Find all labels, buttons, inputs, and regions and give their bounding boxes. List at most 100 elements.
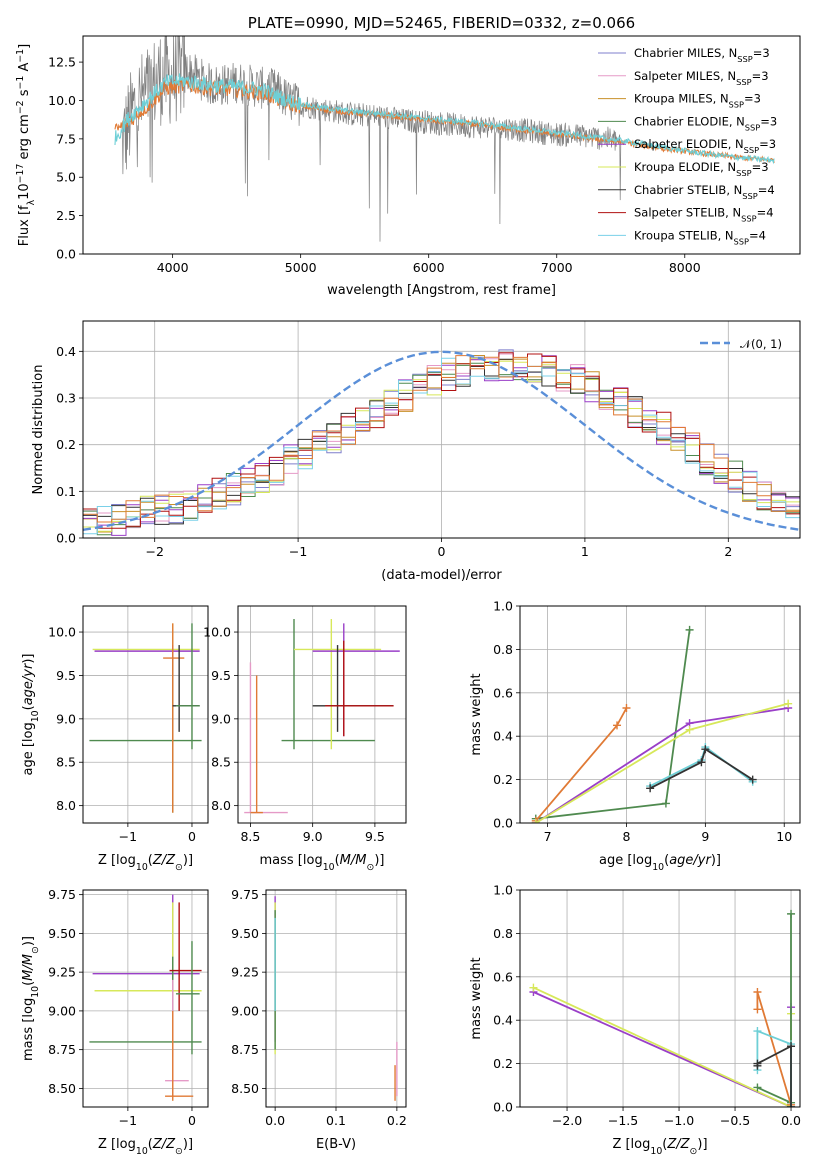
x-tick-label: −1 xyxy=(119,1113,137,1128)
y-tick-label: 9.75 xyxy=(231,887,259,902)
y-tick-label: 8.50 xyxy=(231,1081,259,1096)
data-point-marker xyxy=(529,983,538,992)
x-tick-label: 9 xyxy=(701,829,709,844)
y-tick-label: 0.8 xyxy=(493,926,513,941)
axes-frame xyxy=(82,320,801,539)
series-line xyxy=(756,1044,792,1107)
y-tick-label: 9.0 xyxy=(56,711,76,726)
y-tick-label: 0.6 xyxy=(493,969,513,984)
data-point-marker xyxy=(784,699,793,708)
x-tick-label: 8.5 xyxy=(240,829,260,844)
x-tick-label: 4000 xyxy=(157,260,189,275)
normal-pdf-curve xyxy=(83,350,800,531)
plot-area xyxy=(83,349,800,536)
legend: 𝒩(0, 1) xyxy=(700,337,782,351)
y-tick-label: 12.5 xyxy=(48,55,76,70)
x-tick-label: −1.5 xyxy=(608,1113,638,1128)
x-tick-label: 9.0 xyxy=(303,829,323,844)
x-axis-label: Z [log10(Z/Z⊙)] xyxy=(612,1137,707,1157)
y-tick-label: 9.50 xyxy=(48,926,76,941)
y-tick-label: 10.0 xyxy=(48,93,76,108)
data-point-marker xyxy=(685,625,694,634)
data-point-marker xyxy=(787,1103,796,1107)
y-tick-label: 9.5 xyxy=(211,668,231,683)
y-tick-label: 9.5 xyxy=(56,668,76,683)
axes-frame xyxy=(237,605,407,824)
y-tick-label: 0.0 xyxy=(56,247,76,262)
x-tick-label: 7 xyxy=(544,829,552,844)
legend-entry: Chabrier STELIB, NSSP=4 xyxy=(634,183,775,201)
data-point-marker xyxy=(701,745,710,754)
y-tick-label: 1.0 xyxy=(493,599,513,614)
y-axis-label: mass weight xyxy=(469,957,484,1039)
y-tick-label: 8.5 xyxy=(211,755,231,770)
data-point-marker xyxy=(753,1059,762,1068)
x-tick-label: 6000 xyxy=(413,260,445,275)
panel-mass_weight_vs_age: 7 8 9 10 0.0 0.2 0.4 0.6 0.8 1.0 xyxy=(493,599,801,844)
panel-age_vs_mass: 8.5 9.0 9.5 8.0 8.5 9.0 9.5 10.0 xyxy=(203,605,407,844)
series-line xyxy=(535,629,691,820)
series-line xyxy=(535,707,789,823)
y-tick-label: 10.0 xyxy=(203,625,231,640)
data-point-marker xyxy=(753,1083,762,1092)
legend-entry: Salpeter STELIB, NSSP=4 xyxy=(634,206,774,224)
legend-entry: 𝒩(0, 1) xyxy=(740,337,782,351)
x-axis-label: mass [log10(M/M⊙)] xyxy=(260,853,385,873)
axes-frame xyxy=(82,35,801,255)
y-tick-label: 9.00 xyxy=(231,1003,259,1018)
x-tick-label: 5000 xyxy=(285,260,317,275)
x-axis-label: Z [log10(Z/Z⊙)] xyxy=(98,853,193,873)
x-tick-label: 0.1 xyxy=(326,1113,346,1128)
x-tick-label: 7000 xyxy=(541,260,573,275)
histogram-step xyxy=(83,357,800,535)
x-tick-label: −2 xyxy=(145,544,163,559)
axes-frame xyxy=(82,889,209,1108)
y-tick-label: 0.2 xyxy=(56,437,76,452)
series-line xyxy=(535,707,628,822)
y-tick-label: 8.75 xyxy=(231,1042,259,1057)
series-line xyxy=(535,702,789,823)
series-line xyxy=(649,747,754,790)
y-tick-label: 1.0 xyxy=(493,883,513,898)
plot-area xyxy=(531,625,793,823)
y-tick-label: 9.00 xyxy=(48,1003,76,1018)
y-tick-label: 9.25 xyxy=(231,965,259,980)
legend-entry: Kroupa STELIB, NSSP=4 xyxy=(634,228,766,246)
legend-entry: Kroupa ELODIE, NSSP=3 xyxy=(634,160,769,178)
legend-entry: Salpeter ELODIE, NSSP=3 xyxy=(634,137,776,155)
data-point-marker xyxy=(787,909,796,918)
y-tick-label: 0.4 xyxy=(493,1013,513,1028)
data-point-marker xyxy=(531,819,540,823)
y-axis-label: mass weight xyxy=(469,673,484,755)
y-tick-label: 7.5 xyxy=(56,131,76,146)
legend-entry: Chabrier MILES, NSSP=3 xyxy=(634,46,770,64)
y-tick-label: 0.4 xyxy=(493,729,513,744)
histogram-step xyxy=(83,355,800,523)
y-tick-label: 8.75 xyxy=(48,1042,76,1057)
plot-area xyxy=(244,619,400,814)
data-point-marker xyxy=(787,1042,796,1051)
y-tick-label: 8.0 xyxy=(211,798,231,813)
x-tick-label: 1 xyxy=(581,544,589,559)
y-tick-label: 0.0 xyxy=(493,1100,513,1115)
y-axis-label: age [log10(age/yr)] xyxy=(21,653,41,775)
y-tick-label: 0.2 xyxy=(493,1056,513,1071)
plot-area xyxy=(89,623,202,813)
y-axis-label: Normed distribution xyxy=(31,365,46,495)
x-tick-label: −1 xyxy=(119,829,137,844)
x-tick-label: 8 xyxy=(623,829,631,844)
data-point-marker xyxy=(697,758,706,767)
y-tick-label: 0.0 xyxy=(56,531,76,546)
x-tick-label: 0 xyxy=(438,544,446,559)
plot-area xyxy=(529,909,796,1107)
panel-residuals: −2 −1 0 1 2 0.0 0.1 0.2 0.3 0.4 xyxy=(56,320,801,559)
x-tick-label: −1 xyxy=(289,544,307,559)
y-tick-label: 0.4 xyxy=(56,344,76,359)
y-tick-label: 2.5 xyxy=(56,208,76,223)
data-point-marker xyxy=(753,1027,762,1036)
panel-spectrum: 4000 5000 6000 7000 8000 0.0 2.5 5.0 7.5 10.0 12.5 xyxy=(48,35,801,275)
x-tick-label: 0.0 xyxy=(265,1113,285,1128)
panel-mass_vs_Z: −1 0 8.50 8.75 9.00 9.25 9.50 9.75 xyxy=(48,887,209,1128)
y-tick-label: 0.8 xyxy=(493,642,513,657)
